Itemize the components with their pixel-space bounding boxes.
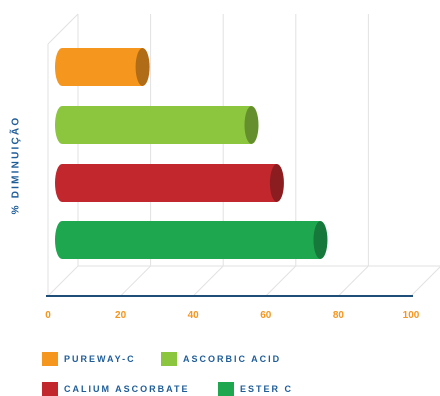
floor-gridline <box>192 265 224 297</box>
legend-item-ascorbic-acid: ASCORBIC ACID <box>161 352 281 366</box>
legend-label-calium-ascorbate: CALIUM ASCORBATE <box>64 384 190 394</box>
bar-ascorbic-acid <box>55 106 259 144</box>
x-tick-label: 100 <box>403 310 420 321</box>
bar-end-cap <box>269 164 284 202</box>
bar-ester-c <box>55 221 328 259</box>
y-axis-label-text: % DIMINUIÇÃO <box>10 115 22 215</box>
x-tick-label: 0 <box>45 310 51 321</box>
bar-end-cap <box>135 48 150 86</box>
legend-swatch-calium-ascorbate <box>42 382 58 396</box>
bar-body <box>55 48 143 86</box>
floor-gridline <box>338 265 369 297</box>
x-tick-label: 40 <box>188 310 200 321</box>
legend-label-ascorbic-acid: ASCORBIC ACID <box>183 354 282 364</box>
x-tick-label: 60 <box>260 310 272 321</box>
legend-swatch-ascorbic-acid <box>161 352 177 366</box>
side-wall-top-edge <box>47 13 79 45</box>
y-axis-label: % DIMINUIÇÃO <box>6 110 26 220</box>
legend-item-ester-c: ESTER C <box>218 382 293 396</box>
bar-calium-ascorbate <box>55 164 284 202</box>
bar-end-cap <box>244 106 259 144</box>
bar-body <box>55 164 277 202</box>
legend-label-pureway-c: PUREWAY-C <box>64 354 136 364</box>
legend-item-calium-ascorbate: CALIUM ASCORBATE <box>42 382 190 396</box>
floor-gridline <box>410 266 440 297</box>
bar-body <box>55 106 252 144</box>
legend-label-ester-c: ESTER C <box>240 384 294 394</box>
x-tick-label: 20 <box>115 310 127 321</box>
bar-end-cap <box>313 221 328 259</box>
x-tick-label: 80 <box>333 310 345 321</box>
bar-body <box>55 221 321 259</box>
legend-swatch-ester-c <box>218 382 234 396</box>
floor-gridline <box>47 265 79 297</box>
bar-pureway-c <box>55 48 150 86</box>
floor-gridline <box>265 265 297 297</box>
floor-gridline <box>120 265 151 297</box>
legend-swatch-pureway-c <box>42 352 58 366</box>
legend-item-pureway-c: PUREWAY-C <box>42 352 136 366</box>
